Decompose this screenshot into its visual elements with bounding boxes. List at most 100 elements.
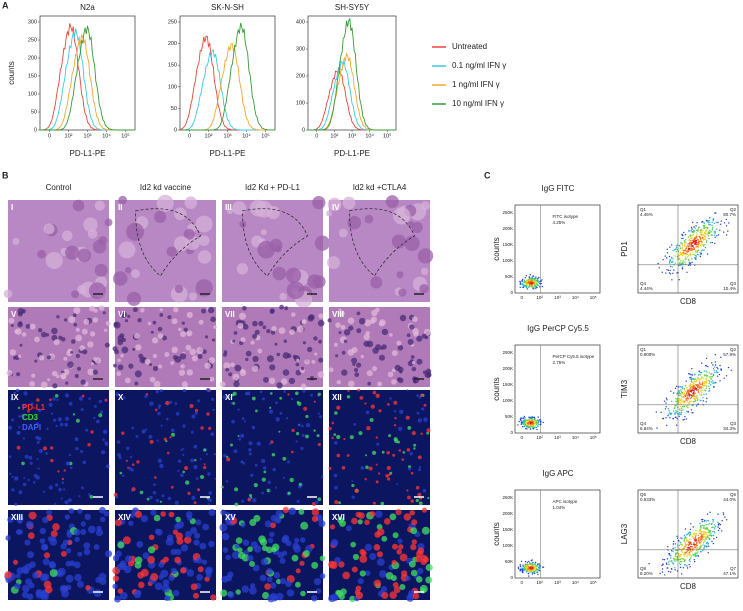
event-dot [718,373,721,376]
event-dot [694,388,696,391]
cell [158,364,163,369]
column-header: Control [46,183,72,192]
cell [13,391,16,395]
cell [384,518,391,525]
event-dot [701,520,703,523]
cell [329,524,336,530]
cell [180,473,184,478]
cell [262,325,267,330]
cell [80,521,86,527]
cell [386,465,391,471]
row-title: IgG FITC [542,184,575,193]
event-dot [530,570,532,572]
cell [198,235,210,247]
event-dot [674,416,676,418]
panel-numeral: II [118,203,122,212]
cell [399,314,407,322]
event-dot [694,230,696,232]
cell [199,542,207,550]
event-dot [712,542,715,545]
cell [136,460,140,464]
cell [391,234,406,249]
cell [175,412,180,416]
event-dot [531,418,534,420]
x-tick-label: 10² [205,133,213,139]
cell [318,415,323,419]
cell [135,344,142,351]
cell [90,331,96,337]
event-dot [697,391,699,393]
event-dot [711,376,713,378]
event-dot [524,567,526,569]
cell [392,453,396,457]
cell [388,473,391,476]
cell [295,568,301,574]
quadrant-pct: 44.0% [723,497,736,502]
cell [358,431,363,436]
cell [89,495,94,499]
y-tick-label: 100 [296,100,305,106]
cell [411,431,416,436]
cell [274,342,278,346]
event-dot [531,416,533,418]
cell [279,292,287,301]
y-tick-label: 50K [505,414,513,419]
cell [63,356,68,361]
cell [62,539,69,546]
cell [270,440,274,444]
cell [74,573,82,582]
event-dot [711,526,713,529]
event-dot [710,373,712,375]
event-dot [668,413,670,415]
cell [98,413,103,418]
event-dot [531,423,533,425]
cell [183,228,195,240]
cell [389,591,398,599]
cell [193,464,198,470]
event-dot [690,389,693,392]
event-dot [707,523,709,526]
cell [226,457,231,462]
x-tick-label: 10² [330,133,338,139]
cell [13,559,18,565]
cell [394,364,401,371]
cell [314,500,319,505]
cell [37,408,42,413]
event-dot [669,260,671,262]
cell [115,495,119,499]
micrograph-bg [115,307,216,387]
event-dot [541,285,543,288]
cell [144,394,148,398]
event-dot [686,396,688,398]
event-dot [695,539,698,541]
cell [88,525,96,534]
event-dot [672,249,674,252]
event-dot [692,533,695,535]
cell [352,362,356,366]
cell [233,381,240,388]
event-dot [681,393,683,395]
cell [191,414,196,419]
cell [124,319,129,323]
event-dot [709,231,711,233]
event-dot [673,392,675,394]
cell [393,207,411,225]
cell [193,444,198,449]
cell [75,418,80,423]
event-dot [706,374,708,377]
cell [398,288,407,297]
event-dot [665,257,668,259]
panel-numeral: XIII [11,513,23,522]
event-dot [688,563,690,566]
cell [177,469,180,472]
cell [148,534,155,541]
x-tick-label: 10⁴ [365,132,374,139]
cell [391,368,396,373]
cell [338,228,348,238]
cell [38,354,45,361]
cell [40,590,47,596]
cell [357,578,364,585]
event-dot [689,561,691,563]
event-dot [680,402,682,404]
event-dot [675,412,677,414]
